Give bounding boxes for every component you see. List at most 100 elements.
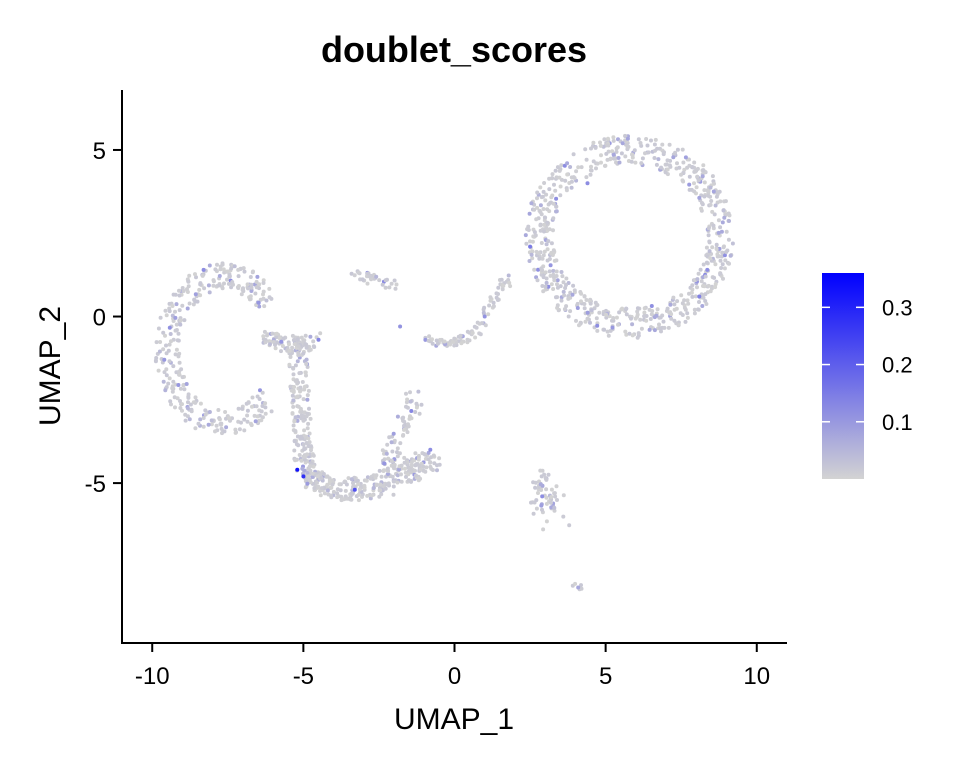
cell-point (542, 222, 546, 227)
cell-point (547, 187, 552, 192)
cell-point (533, 485, 538, 490)
cell-point (293, 363, 298, 368)
cell-point (530, 249, 535, 254)
cell-point (700, 201, 704, 205)
cell-point (663, 170, 668, 175)
cell-point (209, 418, 214, 423)
cell-point (226, 281, 231, 286)
cell-point (198, 401, 203, 406)
cell-point (193, 400, 198, 405)
cell-point (683, 155, 688, 160)
cell-point (674, 306, 679, 311)
cell-point (178, 322, 183, 327)
cell-point (163, 388, 168, 393)
cell-point (307, 431, 312, 436)
cell-point (186, 400, 190, 405)
cell-point (217, 417, 222, 422)
cell-point (219, 426, 224, 431)
cell-point (198, 293, 203, 298)
cell-point (395, 414, 400, 419)
cell-point (533, 480, 538, 485)
cell-point (431, 453, 436, 458)
cell-point (714, 247, 719, 251)
cell-point (414, 401, 419, 406)
cell-point (428, 460, 433, 465)
cell-point (448, 342, 453, 347)
cell-point (391, 431, 396, 436)
cell-point (254, 404, 259, 409)
cell-point (164, 343, 168, 348)
cell-point (182, 387, 187, 392)
cell-point (209, 422, 214, 427)
cell-point (263, 401, 268, 406)
cell-point (249, 282, 254, 287)
cell-point (428, 447, 433, 452)
cell-point (186, 284, 191, 289)
cell-point (295, 394, 300, 399)
cell-point (569, 179, 574, 184)
cell-point (236, 274, 241, 279)
cell-point (325, 482, 330, 487)
cell-point (302, 384, 307, 389)
cell-point (560, 274, 565, 279)
cell-point (605, 329, 610, 334)
cell-point (552, 491, 557, 496)
cell-point (402, 419, 407, 424)
cell-point (679, 293, 684, 298)
cell-point (635, 309, 640, 314)
cell-point (547, 269, 552, 274)
cell-point (193, 395, 198, 400)
cell-point (542, 215, 547, 220)
cell-point (257, 282, 262, 287)
cell-point (716, 230, 721, 235)
cell-point (709, 199, 714, 203)
cell-point (395, 454, 400, 459)
cell-point (176, 338, 181, 343)
cell-point (419, 402, 424, 407)
cell-point (379, 474, 384, 479)
cell-point (714, 194, 719, 199)
cell-point (686, 301, 691, 306)
cell-point (295, 434, 300, 439)
cell-point (262, 304, 267, 309)
cell-point (655, 307, 660, 312)
cell-point (423, 452, 428, 457)
cell-point (267, 295, 272, 300)
cell-point (701, 284, 705, 288)
cell-point (287, 342, 291, 347)
cell-point (386, 482, 391, 487)
cell-point (300, 436, 305, 441)
cell-point (454, 340, 459, 345)
cell-point (269, 409, 274, 414)
cell-point (426, 457, 431, 462)
cell-point (260, 415, 265, 420)
cell-point (648, 317, 653, 321)
cell-point (162, 370, 167, 375)
cell-point (706, 283, 711, 288)
cell-point (541, 207, 546, 211)
cell-point (338, 488, 343, 493)
cell-point (380, 282, 385, 287)
cell-point (565, 172, 570, 177)
cell-point (177, 308, 182, 313)
cell-point (589, 146, 593, 151)
cell-point (327, 479, 332, 483)
cell-point (716, 218, 721, 223)
colorbar-tick-label: 0.2 (882, 353, 913, 378)
cell-point (616, 322, 620, 327)
cell-point (304, 345, 309, 350)
cell-point (405, 460, 410, 465)
cell-point (535, 278, 540, 283)
cell-point (377, 468, 382, 473)
cell-point (606, 136, 610, 141)
cell-point (318, 493, 323, 498)
cell-point (635, 335, 640, 340)
cell-point (217, 274, 222, 278)
cell-point (442, 339, 447, 344)
cell-point (402, 460, 407, 465)
cell-point (529, 201, 534, 206)
y-tick-label: 0 (93, 305, 106, 332)
cell-point (539, 266, 544, 271)
cell-point (706, 233, 711, 238)
cell-point (582, 302, 587, 306)
